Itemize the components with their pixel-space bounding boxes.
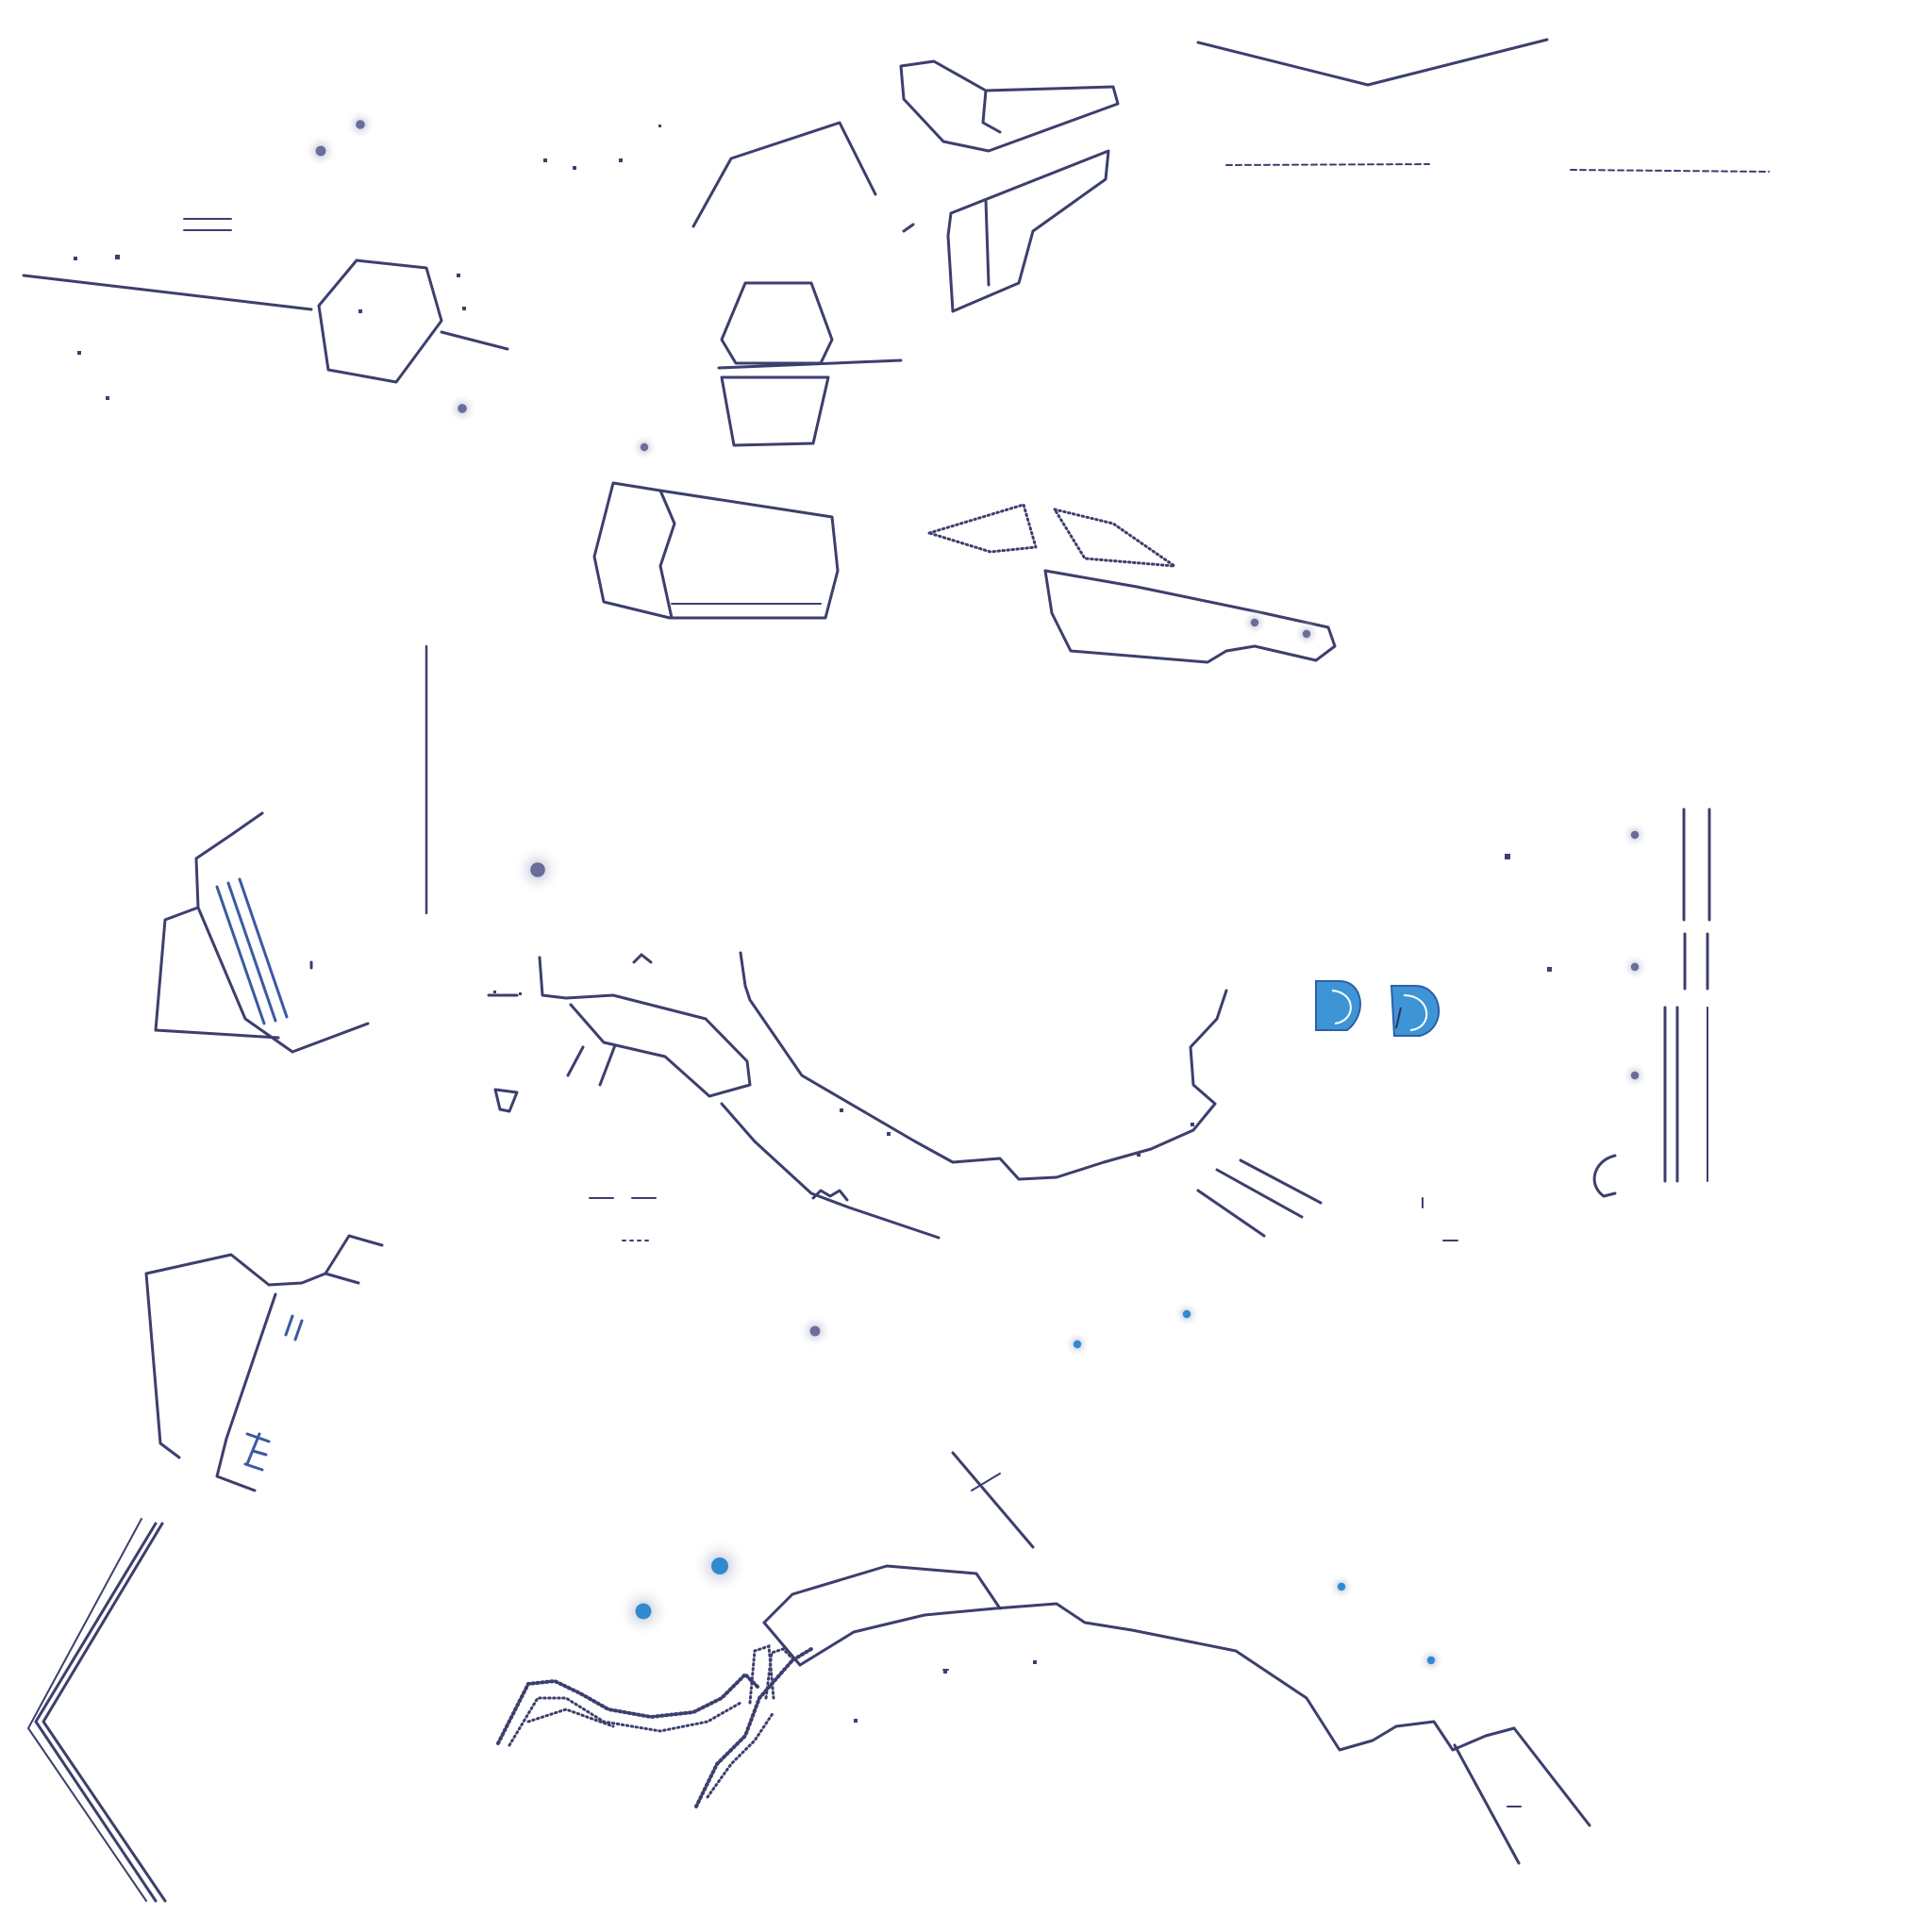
blue-d-badge-2 (1390, 985, 1441, 1037)
small-tick (902, 223, 915, 233)
halo-dot (617, 1585, 670, 1638)
halo-dot (1622, 954, 1648, 980)
hill-right-leg (1453, 1743, 1521, 1865)
triple-hash-2 (1215, 1168, 1304, 1219)
diag-hash-2 (598, 1043, 617, 1087)
upper-wing-outline (899, 59, 1120, 153)
halo-dot (1622, 822, 1648, 848)
halo-dot (1174, 1301, 1200, 1327)
halo-dot (1328, 1574, 1355, 1600)
long-curve-lower (720, 1102, 941, 1240)
lower-block-side (215, 1292, 277, 1492)
hexagon-right-tick (440, 330, 509, 351)
halo-dots (304, 109, 1648, 1674)
slanted-block-outline (154, 906, 370, 1054)
halo-dot (345, 109, 375, 140)
angled-polyline (691, 121, 877, 228)
zigzag-line-3 (27, 1518, 147, 1902)
blue-d-badges (1315, 980, 1441, 1037)
hill-top-bump (762, 1564, 1002, 1624)
lower-wing-outline (946, 149, 1110, 313)
dashed-line-right-1 (1225, 163, 1430, 166)
bottom-short-dash (971, 1473, 1001, 1491)
halo-dot (513, 845, 562, 894)
outline-strokes (22, 38, 1770, 1903)
halo-dot (447, 393, 477, 424)
slanted-block-top (194, 811, 264, 909)
lower-block-outline (144, 1234, 384, 1459)
slanted-stripe-2 (226, 881, 277, 1023)
hill-outline (798, 1602, 1516, 1752)
slanted-block-base (154, 1028, 280, 1040)
bottom-slanted-line (951, 1451, 1035, 1549)
dotted-right-wing (1053, 508, 1176, 568)
slanted-stripe-3 (238, 877, 289, 1019)
e-mark (243, 1432, 271, 1472)
halo-dot (691, 1538, 748, 1594)
halo-dot (1622, 1062, 1648, 1089)
crossbar-line (717, 358, 903, 370)
halo-dot (798, 1314, 832, 1348)
triple-hash-3 (1239, 1158, 1323, 1205)
upper-wing-notch (981, 89, 1002, 134)
zigzag-line-2 (42, 1522, 167, 1903)
slanted-stripe-1 (215, 885, 266, 1025)
blade-outline (1043, 569, 1337, 664)
upper-trapezoid (720, 281, 834, 365)
triple-hash-1 (1196, 1189, 1266, 1238)
halo-dot (1418, 1647, 1444, 1674)
hill-right-arm (1512, 1726, 1591, 1827)
small-bump (811, 1189, 849, 1202)
dotted-left-wing (927, 503, 1038, 554)
tiny-dots (74, 125, 1552, 1723)
small-triangle (493, 1088, 519, 1113)
small-hook (632, 953, 653, 964)
dashed-line-right-2 (1570, 169, 1770, 173)
long-slanted-line (22, 274, 313, 311)
zigzag-line-1 (34, 1522, 158, 1903)
box-shape-divider (658, 489, 676, 620)
hexagon-outline (317, 258, 443, 384)
halo-dot (1064, 1331, 1091, 1357)
lower-block-branch (324, 1272, 360, 1285)
left-bracket-shape (538, 956, 752, 1098)
big-arc-outline (739, 951, 1228, 1181)
diag-hash-1 (566, 1045, 585, 1077)
lower-block-stripes (284, 1314, 304, 1341)
small-double-dash (183, 218, 232, 231)
tiny-tick-right (1422, 1197, 1458, 1241)
lower-trapezoid (720, 375, 830, 447)
wide-v-line (1196, 38, 1549, 87)
halo-dot (631, 434, 658, 460)
hook-curve (1592, 1154, 1617, 1198)
halo-dot (1241, 609, 1268, 636)
lower-wing-inner (984, 198, 991, 287)
blue-d-badge-1 (1315, 980, 1361, 1031)
halo-dot (304, 134, 338, 168)
stippled-region (496, 1643, 813, 1808)
halo-dot (1293, 621, 1320, 647)
box-shape-outline (592, 481, 840, 620)
